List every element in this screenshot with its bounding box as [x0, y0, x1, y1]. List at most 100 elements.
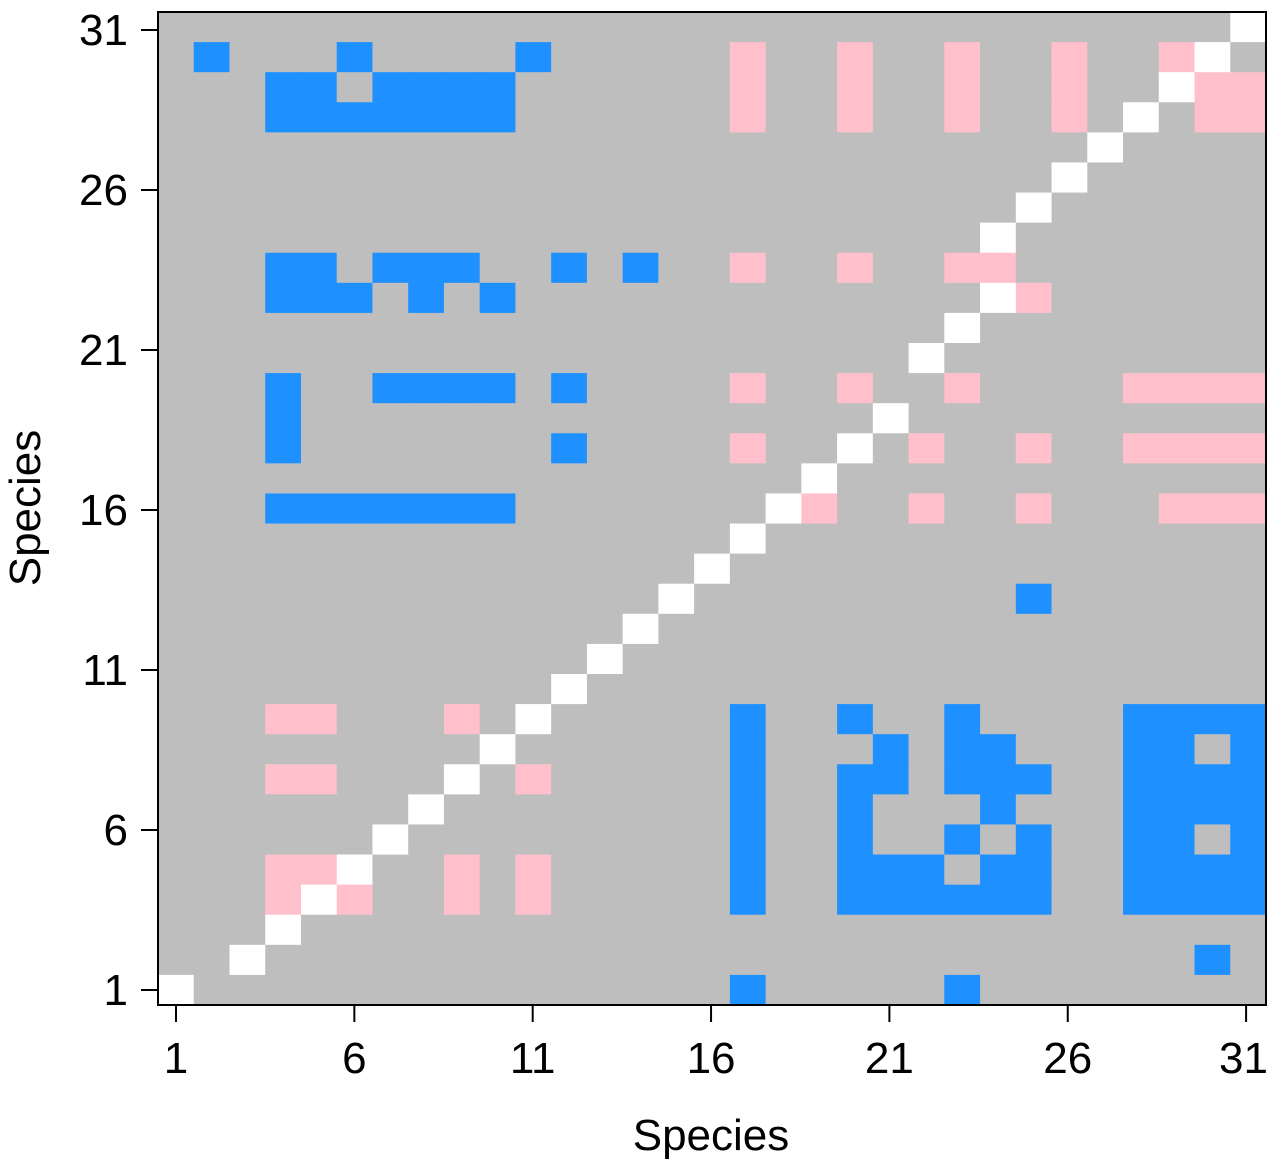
heatmap-cell	[158, 162, 195, 194]
heatmap-cell	[372, 974, 409, 1006]
heatmap-cell	[1230, 764, 1267, 795]
heatmap-cell	[622, 312, 659, 344]
heatmap-cell	[193, 222, 231, 254]
heatmap-cell	[1123, 162, 1160, 194]
heatmap-cell	[193, 252, 231, 284]
heatmap-cell	[158, 884, 195, 916]
heatmap-cell	[158, 222, 195, 254]
heatmap-cell	[443, 734, 481, 765]
heatmap-cell	[408, 583, 445, 615]
heatmap-cell	[372, 583, 409, 615]
heatmap-cell	[908, 734, 945, 765]
heatmap-cell	[408, 433, 445, 464]
heatmap-cell	[1123, 463, 1160, 495]
heatmap-cell	[658, 734, 695, 765]
heatmap-cell	[765, 794, 802, 826]
heatmap-cell	[372, 282, 409, 314]
heatmap-cell	[265, 704, 302, 735]
heatmap-cell	[1015, 312, 1053, 344]
heatmap-cell	[586, 764, 624, 795]
heatmap-cell	[1230, 553, 1267, 585]
heatmap-cell	[443, 794, 481, 826]
heatmap-cell	[443, 72, 481, 103]
heatmap-cell	[658, 222, 695, 254]
heatmap-cell	[515, 824, 552, 856]
heatmap-cell	[336, 674, 374, 705]
heatmap-cell	[622, 523, 659, 555]
heatmap-cell	[479, 884, 517, 916]
heatmap-cell	[694, 72, 731, 103]
heatmap-cell	[586, 312, 624, 344]
heatmap-cell	[336, 854, 374, 886]
heatmap-cell	[1194, 884, 1231, 916]
heatmap-cell	[622, 343, 659, 374]
heatmap-cell	[1194, 132, 1231, 164]
heatmap-cell	[944, 433, 981, 464]
heatmap-cell	[1051, 613, 1088, 645]
heatmap-cell	[694, 282, 731, 314]
heatmap-cell	[1194, 764, 1231, 795]
heatmap-cell	[586, 854, 624, 886]
heatmap-cell	[443, 493, 481, 525]
heatmap-cell	[158, 794, 195, 826]
heatmap-cell	[300, 343, 338, 374]
heatmap-cell	[408, 12, 445, 43]
heatmap-cell	[479, 102, 517, 133]
heatmap-cell	[443, 252, 481, 284]
heatmap-cell	[872, 282, 910, 314]
heatmap-cell	[1158, 523, 1196, 555]
heatmap-cell	[872, 463, 910, 495]
heatmap-cell	[694, 824, 731, 856]
heatmap-cell	[515, 523, 552, 555]
heatmap-cell	[1194, 914, 1231, 946]
heatmap-cell	[229, 643, 266, 675]
heatmap-cell	[551, 643, 588, 675]
x-tick-label: 6	[342, 1034, 366, 1083]
heatmap-cell	[765, 162, 802, 194]
heatmap-cell	[586, 132, 624, 164]
heatmap-cell	[1194, 42, 1231, 73]
heatmap-cell	[1051, 252, 1088, 284]
heatmap-cell	[336, 162, 374, 194]
heatmap-cell	[729, 192, 767, 224]
heatmap-cell	[872, 493, 910, 525]
heatmap-cell	[1123, 282, 1160, 314]
heatmap-cell	[408, 192, 445, 224]
heatmap-cell	[872, 132, 910, 164]
heatmap-cell	[551, 403, 588, 434]
heatmap-cell	[1194, 463, 1231, 495]
heatmap-cell	[729, 974, 767, 1006]
heatmap-cell	[1158, 42, 1196, 73]
heatmap-cell	[193, 944, 231, 976]
heatmap-cell	[980, 433, 1017, 464]
heatmap-cell	[158, 704, 195, 735]
heatmap-cell	[658, 282, 695, 314]
heatmap-cell	[408, 914, 445, 946]
heatmap-cell	[158, 974, 195, 1006]
heatmap-cell	[872, 192, 910, 224]
heatmap-cell	[229, 222, 266, 254]
heatmap-cell	[158, 72, 195, 103]
heatmap-cell	[1158, 463, 1196, 495]
heatmap-cell	[658, 373, 695, 404]
heatmap-cell	[336, 102, 374, 133]
heatmap-cell	[944, 162, 981, 194]
heatmap-cell	[443, 914, 481, 946]
heatmap-cell	[1051, 493, 1088, 525]
heatmap-cell	[729, 132, 767, 164]
heatmap-cell	[837, 72, 874, 103]
heatmap-cell	[1087, 222, 1124, 254]
heatmap-cell	[158, 312, 195, 344]
heatmap-cell	[980, 764, 1017, 795]
heatmap-cell	[944, 373, 981, 404]
heatmap-cell	[980, 884, 1017, 916]
y-tick-label: 31	[79, 6, 128, 55]
heatmap-cell	[336, 12, 374, 43]
heatmap-cell	[944, 312, 981, 344]
heatmap-cell	[1015, 252, 1053, 284]
heatmap-cell	[1194, 343, 1231, 374]
heatmap-cell	[443, 403, 481, 434]
heatmap-cell	[372, 312, 409, 344]
heatmap-cell	[586, 12, 624, 43]
heatmap-cell	[229, 493, 266, 525]
